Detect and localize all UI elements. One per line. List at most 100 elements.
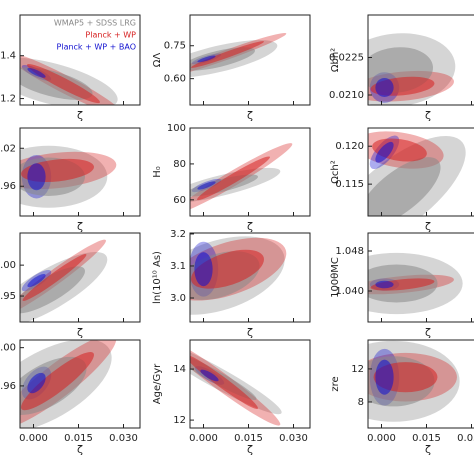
panel: 1.2 1.4 ζ: [0, 14, 141, 122]
x-axis-label: ζ: [425, 326, 431, 339]
frame: [189, 339, 311, 429]
y-axis-label: 100θMC: [330, 257, 341, 298]
inner-contour: [21, 352, 94, 411]
x-axis-label: ζ: [247, 220, 253, 233]
y-tick-label: 0.95: [0, 291, 16, 302]
y-tick-label: 0.115: [335, 179, 364, 190]
x-tick-label: 0.000: [367, 433, 396, 444]
x-axis-label: ζ: [77, 443, 83, 456]
x-axis-label: ζ: [425, 220, 431, 233]
y-axis-label: H₀: [152, 166, 163, 178]
x-axis-label: ζ: [77, 109, 83, 122]
y-tick-label: 0.0210: [329, 90, 364, 101]
x-tick-label: 0.015: [64, 433, 93, 444]
inner-contour: [190, 354, 258, 409]
inner-contour: [20, 266, 85, 314]
y-tick-label: 1.00: [0, 260, 16, 271]
frame: [189, 127, 311, 217]
y-tick-label: 3.1: [170, 261, 186, 272]
y-tick-label: 0.120: [335, 141, 364, 152]
y-axis-label: ln(10¹⁰ As): [152, 251, 163, 304]
inner-contour: [194, 252, 213, 287]
y-tick-label: 12: [351, 364, 364, 375]
frame: [19, 232, 141, 323]
contours: [20, 340, 117, 428]
x-tick-label: 0.015: [412, 433, 441, 444]
x-tick-label: 0.030: [109, 433, 138, 444]
y-tick-label: 0.60: [164, 74, 186, 85]
frame: [367, 232, 474, 323]
legend-entry: Planck + WP: [85, 31, 136, 40]
y-tick-label: 0.0225: [329, 53, 364, 64]
legend-entry: WMAP5 + SDSS LRG: [54, 19, 136, 28]
y-axis-label: zre: [330, 376, 341, 391]
inner-contour: [27, 372, 46, 394]
y-tick-label: 80: [173, 159, 186, 170]
frame: [367, 127, 474, 217]
y-axis-label: ΩΛ: [152, 53, 163, 68]
panel: 8 12 0.000 0.015 0.030 ζ zre: [330, 339, 474, 456]
y-tick-label: 8: [358, 397, 364, 408]
inner-contour: [375, 141, 394, 163]
panel: 0.0210 0.0225 ζ Ωbh²: [329, 14, 474, 122]
frame: [19, 127, 141, 217]
x-tick-label: 0.030: [457, 433, 474, 444]
inner-contour: [27, 64, 100, 104]
x-axis-label: ζ: [77, 220, 83, 233]
y-tick-label: 14: [173, 364, 186, 375]
panel: 0.96 1.00 0.000 0.015 0.030 ζ: [0, 339, 141, 456]
x-tick-label: 0.000: [189, 433, 218, 444]
contours: [368, 252, 463, 315]
y-tick-label: 1.4: [0, 51, 16, 62]
contours: [20, 145, 117, 208]
frame: [189, 14, 311, 106]
frame: [367, 339, 474, 429]
inner-contour: [200, 369, 219, 382]
x-tick-label: 0.015: [234, 433, 263, 444]
x-tick-label: 0.030: [279, 433, 308, 444]
y-tick-label: 0.96: [0, 381, 16, 392]
panel: 0.115 0.120 ζ Ωch²: [330, 127, 474, 233]
contours: [368, 340, 460, 422]
y-tick-label: 100: [167, 123, 186, 134]
inner-contour: [197, 156, 270, 201]
contours: [190, 236, 287, 315]
x-axis-label: ζ: [247, 109, 253, 122]
y-tick-label: 60: [173, 195, 186, 206]
contours: [368, 33, 456, 105]
contours: [190, 143, 293, 214]
y-tick-label: 3.2: [170, 229, 186, 240]
y-tick-label: 0.75: [164, 41, 186, 52]
x-tick-label: 0.000: [19, 433, 48, 444]
y-axis-label: Age/Gyr: [152, 363, 163, 404]
inner-contour: [375, 78, 394, 97]
panel: 12 14 0.000 0.015 0.030 ζ Age/Gyr: [152, 339, 311, 456]
panel: 60 80 100 ζ H₀: [152, 123, 311, 233]
x-axis-label: ζ: [247, 443, 253, 456]
inner-contour: [197, 55, 216, 63]
x-axis-label: ζ: [247, 326, 253, 339]
contours: [368, 131, 466, 216]
y-tick-label: 1.02: [0, 143, 16, 154]
inner-contour: [27, 67, 46, 78]
y-tick-label: 0.96: [0, 181, 16, 192]
frame: [367, 14, 474, 106]
legend-entry: Planck + WP + BAO: [57, 43, 136, 52]
inner-contour: [375, 359, 394, 395]
contours: [20, 52, 123, 105]
x-axis-label: ζ: [425, 443, 431, 456]
frame: [19, 14, 141, 106]
inner-contour: [27, 163, 46, 191]
inner-contour: [368, 157, 441, 216]
panel: 0.96 1.02 ζ: [0, 127, 141, 233]
inner-contour: [375, 280, 394, 289]
panel: 3.0 3.1 3.2 ζ ln(10¹⁰ As): [152, 229, 311, 339]
inner-contour: [27, 274, 46, 288]
inner-contour: [22, 254, 87, 301]
y-tick-label: 1.048: [335, 246, 364, 257]
y-axis-label: Ωbh²: [330, 48, 341, 72]
y-tick-label: 3.0: [170, 293, 186, 304]
x-axis-label: ζ: [77, 326, 83, 339]
y-tick-label: 1.2: [0, 94, 16, 105]
